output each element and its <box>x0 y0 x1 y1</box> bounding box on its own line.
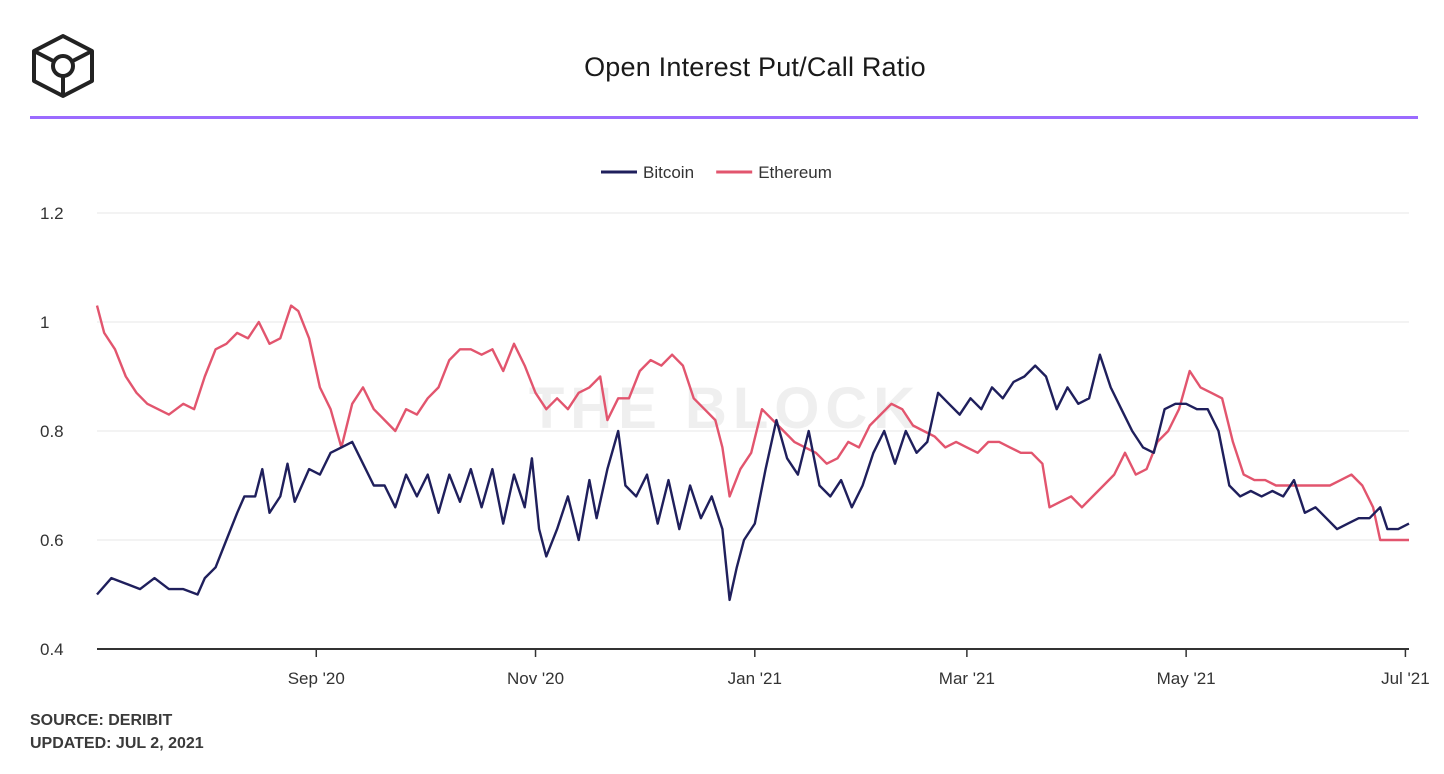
y-tick-label: 1 <box>40 313 49 332</box>
legend-label: Ethereum <box>758 163 832 182</box>
x-tick-label: Jul '21 <box>1381 669 1430 688</box>
the-block-logo <box>32 34 94 98</box>
legend-item-ethereum[interactable]: Ethereum <box>716 163 832 182</box>
updated-label: UPDATED: JUL 2, 2021 <box>30 735 204 752</box>
source-note: SOURCE: DERIBIT UPDATED: JUL 2, 2021 <box>30 709 204 755</box>
grid <box>97 212 1409 650</box>
series-line-ethereum <box>95 304 1409 542</box>
y-tick-label: 0.8 <box>40 422 64 441</box>
watermark: THE BLOCK <box>529 376 921 441</box>
put-call-ratio-chart: THE BLOCK 1.2 1 0.8 0.6 0.4 Sep '20 Nov '20 Ja… <box>40 163 1430 688</box>
source-label: SOURCE: DERIBIT <box>30 712 173 729</box>
x-tick-label: May '21 <box>1157 669 1216 688</box>
x-tick-label: Mar '21 <box>939 669 995 688</box>
legend[interactable]: Bitcoin Ethereum <box>601 163 832 182</box>
x-tick-label: Sep '20 <box>288 669 345 688</box>
x-tick-label: Jan '21 <box>728 669 782 688</box>
x-tick-label: Nov '20 <box>507 669 564 688</box>
legend-label: Bitcoin <box>643 163 694 182</box>
legend-item-bitcoin[interactable]: Bitcoin <box>601 163 694 182</box>
series-lines <box>95 304 1410 602</box>
y-axis: 1.2 1 0.8 0.6 0.4 <box>40 204 64 659</box>
header-divider <box>30 116 1418 119</box>
x-axis: Sep '20 Nov '20 Jan '21 Mar '21 May '21 Jul '… <box>288 649 1430 688</box>
chart-title: Open Interest Put/Call Ratio <box>584 52 926 82</box>
y-tick-label: 0.4 <box>40 640 64 659</box>
y-tick-label: 0.6 <box>40 531 64 550</box>
series-line-bitcoin <box>96 353 1410 602</box>
y-tick-label: 1.2 <box>40 204 64 223</box>
